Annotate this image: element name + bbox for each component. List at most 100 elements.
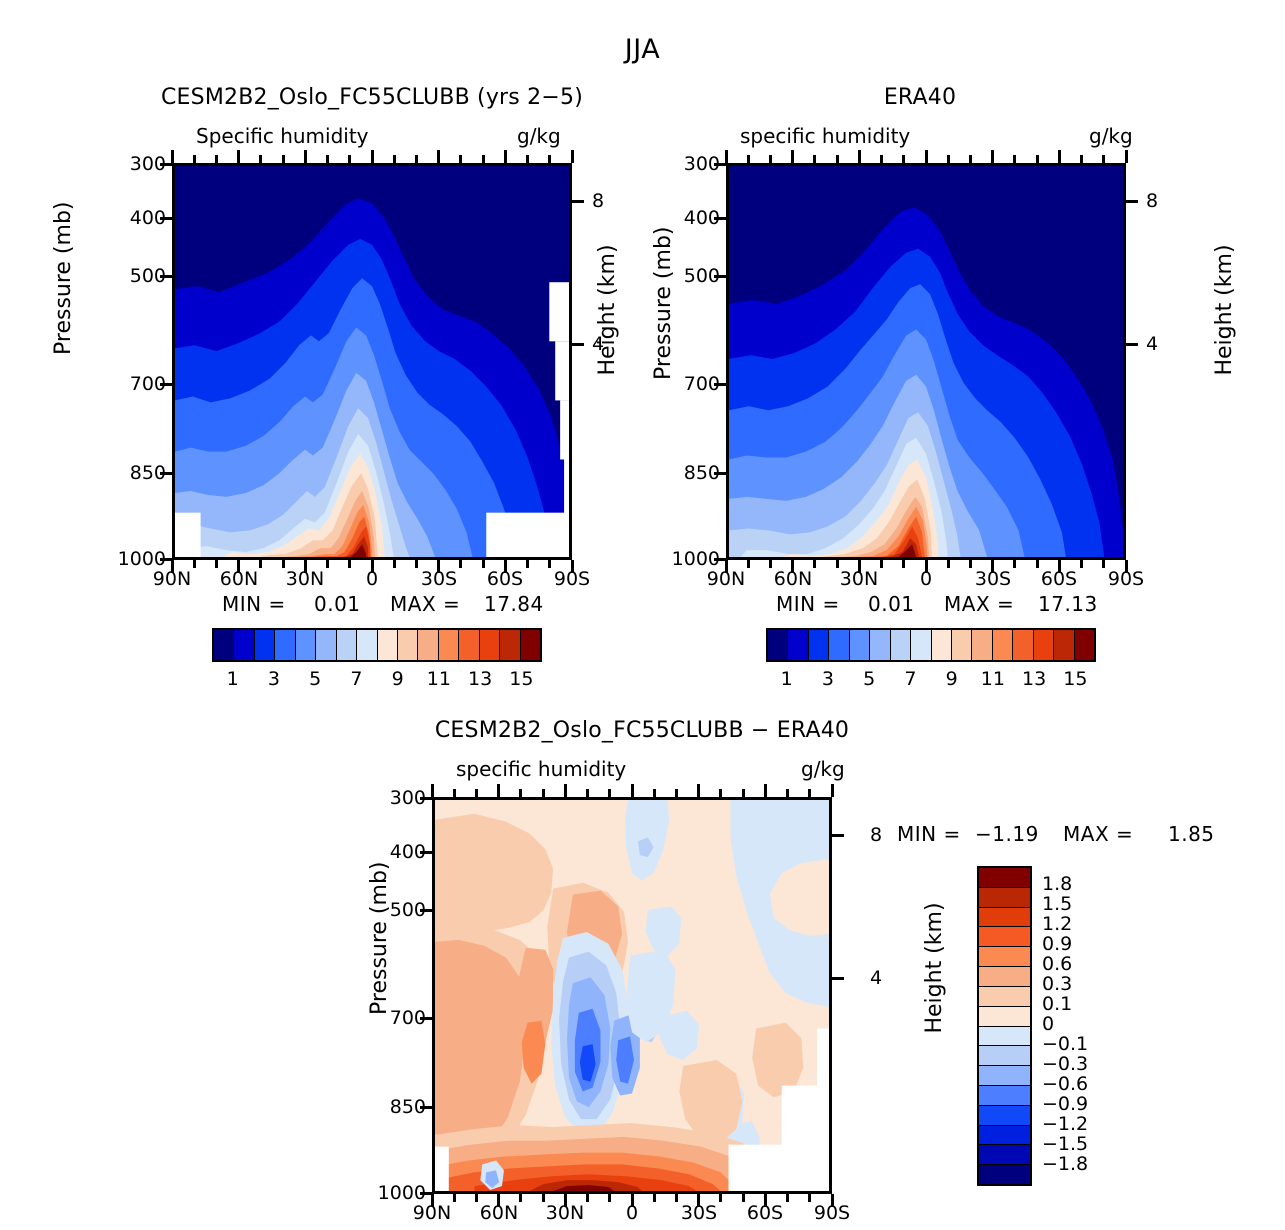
xaxis-tick-mark [830,1194,834,1207]
xaxis-tick-mark [281,155,285,163]
xaxis-tick-mark [746,155,750,163]
xaxis-tick-mark [786,789,790,797]
xaxis-tick-mark [497,784,501,797]
obs-xtick-60N: 60N [773,568,813,590]
colorbar-swatch [979,1046,1030,1067]
model-max-label: MAX = [390,592,461,616]
model-panel-title: CESM2B2_Oslo_FC55CLUBB (yrs 2−5) [161,85,583,110]
model-xtick-60S: 60S [486,568,524,590]
model-xtick-60N: 60N [219,568,259,590]
xaxis-tick-mark [857,560,861,573]
xaxis-tick-mark [586,789,590,797]
colorbar-swatch [911,630,932,660]
xaxis-tick-mark [526,560,530,568]
xaxis-tick-mark [608,789,612,797]
obs-y2axis-label: Height (km) [1212,244,1237,376]
xaxis-tick-mark [519,789,523,797]
colorbar-swatch [254,630,276,660]
colorbar-swatch [979,887,1030,908]
xaxis-tick-mark [519,1194,523,1202]
colorbar-legend-label: 1.5 [1042,893,1073,915]
colorbar-tick-label: 9 [945,668,958,690]
model-xtick-30N: 30N [285,568,325,590]
diff-ytick-mark [420,851,434,854]
colorbar-swatch [979,1105,1030,1126]
colorbar-swatch [459,630,480,660]
colorbar-legend-label: 0.9 [1042,933,1073,955]
colorbar-legend-label: −0.3 [1042,1053,1089,1075]
model-plot-area[interactable] [172,163,572,560]
diff-ytick-850: 850 [389,1096,426,1118]
xaxis-tick-mark [746,560,750,568]
obs-yaxis-label-wrap: Pressure (mb) [594,227,734,381]
colorbar-tick-label: 13 [1022,668,1047,690]
xaxis-tick-mark [786,1194,790,1202]
colorbar-swatch [979,927,1030,948]
xaxis-tick-mark [237,560,241,573]
colorbar-swatch [870,630,891,660]
obs-ytick-mark [714,163,728,166]
diff-ytick-mark [420,1017,434,1020]
model-y2tick-4: 4 [592,333,605,355]
obs-ytick-400: 400 [683,207,720,229]
colorbar-swatch [979,967,1030,987]
obs-ytick-mark [714,383,728,386]
obs-ytick-1000: 1000 [671,548,720,570]
xaxis-tick-mark [813,560,817,568]
xaxis-tick-mark [452,789,456,797]
xaxis-tick-mark [541,789,545,797]
obs-y2tick-mark [1124,200,1138,203]
colorbar-swatch [979,1026,1030,1047]
model-contour-field [175,166,569,557]
xaxis-tick-mark [1057,150,1061,163]
xaxis-tick-mark [946,560,950,568]
obs-y2tick-4: 4 [1146,333,1159,355]
xaxis-tick-mark [835,560,839,568]
obs-ytick-850: 850 [683,462,720,484]
colorbar-swatch [479,630,501,660]
xaxis-tick-mark [813,155,817,163]
colorbar-swatch [397,630,419,660]
xaxis-tick-mark [586,1194,590,1202]
colorbar-tick-label: 1 [226,668,239,690]
xaxis-tick-mark [719,789,723,797]
xaxis-tick-mark [459,560,463,568]
xaxis-tick-mark [902,560,906,568]
model-units-label: g/kg [517,124,561,148]
obs-plot-area[interactable] [726,163,1126,560]
diff-colorbar[interactable] [977,866,1032,1186]
xaxis-tick-mark [481,560,485,568]
colorbar-swatch [295,630,317,660]
colorbar-tick-label: 7 [904,668,917,690]
colorbar-swatch [979,986,1030,1007]
xaxis-tick-mark [674,1194,678,1202]
xaxis-tick-mark [414,155,418,163]
model-ytick-850: 850 [129,462,166,484]
colorbar-legend-label: −0.9 [1042,1093,1089,1115]
xaxis-tick-mark [348,560,352,568]
model-yaxis-label-wrap: Pressure (mb) [0,202,134,356]
xaxis-tick-mark [474,1194,478,1202]
colorbar-tick-label: 13 [468,668,493,690]
diff-ytick-700: 700 [389,1007,426,1029]
obs-max-value: 17.13 [1038,592,1098,616]
xaxis-tick-mark [763,784,767,797]
model-ytick-mark [160,275,174,278]
xaxis-tick-mark [968,155,972,163]
colorbar-tick-label: 3 [821,668,834,690]
obs-ytick-mark [714,275,728,278]
model-ytick-300: 300 [129,153,166,175]
colorbar-swatch [979,1066,1030,1086]
colorbar-swatch [500,630,521,660]
xaxis-tick-mark [741,789,745,797]
obs-colorbar[interactable] [766,628,1096,662]
xaxis-tick-mark [370,150,374,163]
diff-min-label: MIN = [897,822,961,846]
xaxis-tick-mark [1102,560,1106,568]
xaxis-tick-mark [392,155,396,163]
colorbar-swatch [316,630,337,660]
colorbar-legend-label: −1.2 [1042,1113,1089,1135]
model-colorbar[interactable] [212,628,542,662]
colorbar-swatch [336,630,358,660]
diff-plot-area[interactable] [432,797,832,1194]
